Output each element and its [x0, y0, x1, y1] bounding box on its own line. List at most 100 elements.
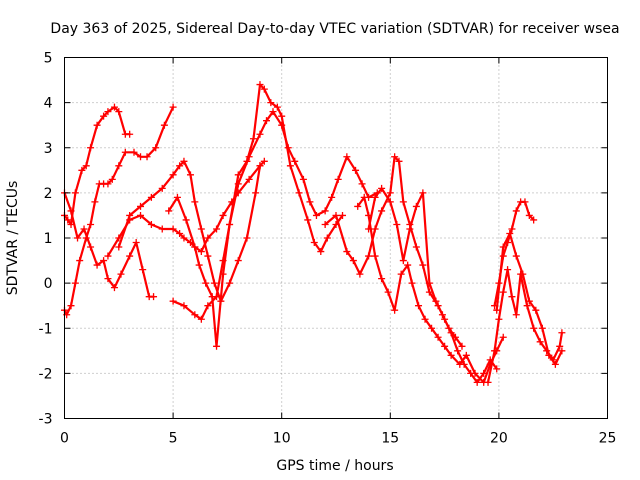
y-tick-label: -1	[39, 321, 53, 337]
data-point	[249, 135, 257, 143]
data-point	[352, 166, 360, 174]
data-point	[378, 184, 386, 192]
data-point	[419, 261, 427, 269]
data-point	[64, 216, 72, 224]
data-point	[558, 347, 566, 355]
data-point	[210, 279, 218, 287]
data-point	[93, 261, 101, 269]
y-tick-label: 0	[44, 276, 53, 292]
data-point	[256, 81, 264, 89]
data-point	[226, 279, 234, 287]
data-point	[197, 225, 205, 233]
y-tick-label: 5	[44, 51, 53, 67]
data-point	[445, 324, 453, 332]
data-point	[169, 297, 177, 305]
data-point	[173, 193, 181, 201]
data-point	[412, 202, 420, 210]
data-point	[491, 347, 499, 355]
data-point	[100, 257, 108, 265]
data-point	[378, 207, 386, 215]
series-line	[493, 200, 535, 307]
x-tick-label: 0	[60, 431, 69, 447]
series-line	[172, 110, 379, 321]
data-point	[421, 315, 429, 323]
data-point	[243, 157, 251, 165]
data-point	[447, 351, 455, 359]
series-sat-h	[321, 153, 501, 386]
y-tick-label: -3	[39, 412, 53, 428]
data-point	[499, 243, 507, 251]
y-tick-label: 4	[44, 96, 53, 112]
data-point	[556, 342, 564, 350]
data-point	[137, 211, 145, 219]
data-point	[110, 103, 118, 111]
data-point	[197, 248, 205, 256]
data-point	[495, 315, 503, 323]
data-point	[404, 261, 412, 269]
data-point	[80, 225, 88, 233]
data-point	[100, 112, 108, 120]
data-point	[310, 239, 318, 247]
data-point	[67, 302, 75, 310]
data-point	[551, 360, 559, 368]
data-point	[104, 108, 112, 116]
plot-frame	[64, 57, 608, 419]
data-point	[451, 333, 459, 341]
data-point	[328, 193, 336, 201]
data-point	[432, 297, 440, 305]
data-point	[484, 378, 492, 386]
data-point	[182, 216, 190, 224]
data-point	[493, 306, 501, 314]
data-point	[499, 333, 507, 341]
data-point	[208, 293, 216, 301]
data-point	[538, 324, 546, 332]
data-point	[158, 184, 166, 192]
data-point	[104, 275, 112, 283]
data-point	[419, 189, 427, 197]
data-point	[471, 369, 479, 377]
data-point	[219, 211, 227, 219]
data-point	[299, 175, 307, 183]
data-point	[158, 225, 166, 233]
data-point	[278, 112, 286, 120]
data-point	[321, 220, 329, 228]
data-point	[245, 175, 253, 183]
data-point	[386, 189, 394, 197]
data-point	[343, 248, 351, 256]
data-point	[391, 153, 399, 161]
data-point	[358, 180, 366, 188]
data-point	[508, 293, 516, 301]
data-point	[91, 198, 99, 206]
series-sat-c	[61, 189, 158, 301]
y-tick-label: 3	[44, 141, 53, 157]
x-tick-label: 20	[490, 431, 508, 447]
data-point	[306, 198, 314, 206]
data-point	[93, 121, 101, 129]
data-point	[391, 306, 399, 314]
data-point	[204, 234, 212, 242]
data-point	[256, 130, 264, 138]
data-point	[408, 279, 416, 287]
chart-title: Day 363 of 2025, Sidereal Day-to-day VTE…	[50, 21, 619, 37]
data-point	[110, 284, 118, 292]
data-point	[304, 216, 312, 224]
data-point	[512, 252, 520, 260]
data-point	[525, 297, 533, 305]
data-point	[399, 257, 407, 265]
data-point	[384, 288, 392, 296]
data-point	[428, 324, 436, 332]
series-sat-f	[169, 108, 381, 323]
data-point	[204, 252, 212, 260]
data-point	[454, 347, 462, 355]
data-point	[434, 333, 442, 341]
data-point	[269, 108, 277, 116]
data-point	[397, 270, 405, 278]
data-point	[117, 270, 125, 278]
data-point	[558, 329, 566, 337]
data-point	[126, 130, 134, 138]
x-axis-label: GPS time / hours	[276, 458, 393, 474]
axes: 0 5 10 15 20 25 -3 -2 -1 0 1 2 3 4 5	[39, 51, 617, 447]
data-point	[108, 175, 116, 183]
data-point	[260, 85, 268, 93]
